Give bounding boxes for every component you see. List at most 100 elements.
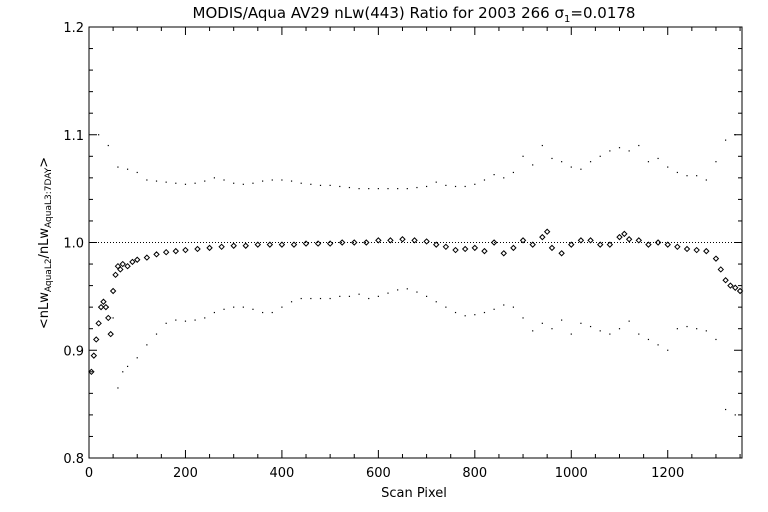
lower-bound-point [667,349,669,351]
mean-ratio-point [732,284,739,291]
x-axis: 0 200 400 600 800 1000 1200 [85,27,741,481]
upper-bound-point [281,179,283,181]
mean-ratio-point [717,266,724,273]
lower-bound-point [281,306,283,308]
lower-bound-point [136,357,138,359]
lower-bound-point [493,308,495,310]
y-tick-label: 0.9 [63,344,84,359]
lower-bound-point [561,319,563,321]
upper-bound-point [416,186,418,189]
lower-bound-point [580,322,582,324]
upper-bound-point [483,179,486,181]
lower-bound-point [348,295,351,297]
lower-bound-point [445,306,447,308]
upper-bound-point [609,150,611,152]
mean-ratio-point [124,262,131,270]
mean-ratio-point [635,237,643,244]
mean-ratio-point [490,239,498,246]
upper-bound-point [300,182,302,184]
upper-bound-point [676,171,678,174]
upper-bound-point [368,188,370,190]
x-tick-label: 400 [269,466,294,481]
upper-bound-point [329,184,331,186]
mean-ratio-point [119,260,126,268]
upper-bound-point [98,134,100,136]
mean-ratio-point [471,244,479,252]
lower-bound-point [126,365,129,368]
mean-ratio-point [102,303,110,311]
lower-bound-point [618,328,621,330]
lower-bound-point [503,304,505,306]
mean-ratio-point [736,287,744,295]
lower-bound-point [233,306,235,308]
upper-bound-point [165,181,167,183]
upper-bound-point [503,177,505,179]
mean-ratio-point [351,239,358,246]
mean-ratio-point [411,237,418,244]
upper-bound-point [541,144,543,147]
lower-bound-point [387,292,389,294]
upper-bound-point [580,168,582,170]
x-tick-label: 1200 [651,466,684,481]
x-tick-label: 0 [85,466,93,481]
y-axis-title: <nLwAquaL2/nLwAquaL3:7DAY> [37,157,54,329]
mean-ratio-point [107,330,114,338]
mean-ratio-point [693,246,700,254]
mean-ratio-point [606,241,614,248]
series-upper-bound [98,134,736,190]
lower-bound-point [310,297,312,300]
upper-bound-point [242,183,244,185]
y-tick-label: 1.1 [63,129,84,144]
upper-bound-point [705,179,707,181]
mean-ratio-point [654,239,662,246]
mean-ratio-point [162,248,170,256]
mean-ratio-point [539,233,546,241]
chart-title: MODIS/Aqua AV29 nLw(443) Ratio for 2003 … [193,4,636,25]
lower-bound-point [657,344,659,346]
lower-bound-point [425,295,428,297]
lower-bound-point [397,289,399,291]
lower-bound-point [454,311,457,314]
lower-bound-point [175,319,177,321]
lower-bound-point [435,301,437,303]
mean-ratio-point [674,243,681,251]
mean-ratio-point [558,250,565,257]
mean-ratio-point [442,243,450,251]
mean-ratio-point [182,246,189,254]
mean-ratio-point [683,245,691,253]
upper-bound-point [628,150,630,152]
upper-bound-point [686,175,688,177]
upper-bound-point [638,144,640,147]
upper-bound-point [474,183,476,185]
lower-bound-point [155,333,158,335]
mean-ratio-point [93,336,100,343]
lower-bound-point [676,328,678,330]
mean-ratio-point [153,251,160,258]
mean-ratio-point [230,242,237,249]
lower-bound-point [416,291,418,293]
lower-bound-point [368,297,370,300]
lower-bound-point [696,328,698,330]
x-tick-label: 200 [173,466,198,481]
mean-ratio-point [452,246,459,254]
mean-ratio-point [105,314,112,322]
mean-ratio-point [587,237,594,244]
lower-bound-point [647,338,650,341]
upper-bound-point [117,166,119,168]
mean-ratio-point [218,243,225,251]
series-mean-ratio [88,228,744,376]
lower-bound-point [223,308,225,310]
lower-bound-point [532,330,534,332]
mean-ratio-point [399,236,406,243]
mean-ratio-point [500,250,507,257]
mean-ratio-point [97,303,105,311]
lower-bound-point [242,306,244,308]
lower-bound-point [464,315,466,317]
upper-bound-point [233,182,235,184]
mean-ratio-point [112,271,119,279]
lower-bound-point [609,333,611,335]
mean-ratio-point [727,282,734,289]
x-tick-label: 1000 [555,466,588,481]
upper-bound-point [493,174,495,176]
mean-ratio-point [314,240,322,247]
